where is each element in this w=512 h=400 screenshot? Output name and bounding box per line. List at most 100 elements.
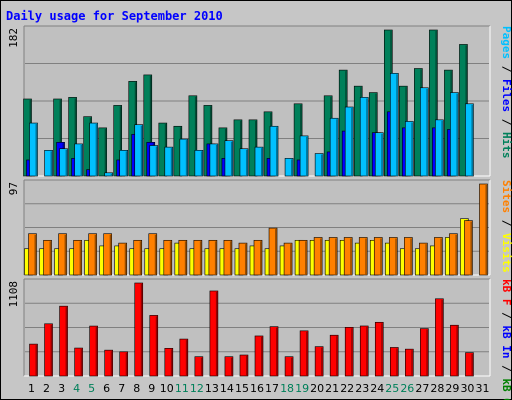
sites-bar bbox=[103, 233, 112, 276]
sites-bar-shade bbox=[275, 229, 277, 275]
legend-entry: Sites bbox=[500, 180, 512, 213]
pages-bar bbox=[179, 138, 189, 177]
kb-f-bar-body bbox=[149, 315, 159, 377]
kb-f-bar-body bbox=[329, 334, 339, 377]
pages-bar-shade bbox=[321, 154, 323, 176]
sites-bar bbox=[373, 237, 383, 276]
kb-f-bar-body bbox=[164, 348, 174, 377]
kb-f-bar bbox=[164, 348, 174, 377]
pages-bar-body bbox=[164, 146, 174, 177]
kb-f-bar-shade bbox=[381, 323, 383, 376]
sites-bar-body bbox=[358, 237, 368, 276]
pages-bar bbox=[59, 148, 68, 177]
x-tick-label: 25 bbox=[385, 382, 399, 395]
sites-bar-body bbox=[373, 237, 383, 276]
kb-f-bar-shade bbox=[321, 347, 323, 376]
kb-f-bar bbox=[314, 346, 324, 377]
kb-f-bar bbox=[465, 352, 474, 377]
pages-bar bbox=[435, 119, 444, 177]
x-tick-label: 13 bbox=[205, 382, 219, 395]
pages-bar-shade bbox=[35, 124, 38, 176]
pages-bar-shade bbox=[230, 141, 233, 176]
x-tick-label: 6 bbox=[103, 382, 110, 395]
pages-bar-body bbox=[119, 150, 129, 177]
kb-f-bar-shade bbox=[366, 326, 368, 376]
kb-f-bar-shade bbox=[155, 316, 158, 376]
pages-bar bbox=[149, 145, 159, 177]
pages-bar-shade bbox=[291, 159, 293, 176]
hits-bar-body bbox=[233, 119, 243, 177]
pages-bar-shade bbox=[95, 124, 98, 176]
sites-bar-body bbox=[178, 239, 188, 276]
legend-entry: Files bbox=[500, 79, 512, 112]
sites-bar-body bbox=[253, 239, 263, 276]
kb-f-bar-body bbox=[374, 321, 384, 377]
pages-bar bbox=[314, 153, 324, 177]
pages-bar bbox=[450, 92, 459, 177]
pages-bar-body bbox=[405, 121, 414, 177]
kb-f-bar bbox=[299, 330, 309, 377]
axis-max-label: 97 bbox=[7, 182, 20, 195]
x-tick-label: 26 bbox=[400, 382, 414, 395]
pages-bar-shade bbox=[110, 173, 113, 176]
x-tick-label: 8 bbox=[133, 382, 140, 395]
kb-f-bar bbox=[89, 325, 98, 377]
pages-bar bbox=[405, 121, 414, 177]
kb-f-bar-shade bbox=[230, 357, 233, 376]
pages-bar bbox=[29, 122, 38, 177]
sites-bar-body bbox=[328, 237, 338, 276]
kb-f-bar bbox=[254, 335, 264, 377]
sites-bar-body bbox=[419, 242, 428, 276]
kb-f-bar-shade bbox=[276, 327, 278, 376]
sites-bar-shade bbox=[244, 244, 247, 275]
x-tick-label: 31 bbox=[475, 382, 489, 395]
x-tick-label: 11 bbox=[175, 382, 189, 395]
kb-f-bar bbox=[59, 305, 68, 377]
kb-f-bar-body bbox=[224, 356, 234, 377]
sites-bar bbox=[449, 233, 458, 276]
kb-f-bar-shade bbox=[456, 326, 458, 376]
sites-bar-shade bbox=[34, 234, 37, 275]
sites-bar-shade bbox=[260, 241, 262, 275]
sites-bar bbox=[43, 239, 52, 276]
panel-legend: Sites / Visits bbox=[500, 180, 512, 273]
x-tick-label: 2 bbox=[43, 382, 50, 395]
kb-f-bar-body bbox=[359, 325, 369, 377]
pages-bar bbox=[269, 125, 279, 177]
sites-bar-body bbox=[388, 237, 398, 276]
pages-bar bbox=[194, 150, 204, 177]
kb-f-bar-shade bbox=[351, 328, 353, 376]
pages-bar-shade bbox=[65, 149, 68, 176]
kb-f-bar bbox=[359, 325, 369, 377]
kb-f-bar-shade bbox=[291, 357, 293, 376]
pages-bar-shade bbox=[366, 98, 368, 176]
x-tick-label: 1 bbox=[28, 382, 35, 395]
pages-bar-body bbox=[224, 140, 234, 177]
pages-bar bbox=[89, 122, 98, 177]
x-tick-label: 22 bbox=[340, 382, 354, 395]
x-tick-label: 28 bbox=[430, 382, 444, 395]
hits-bar-shade bbox=[59, 99, 62, 176]
pages-bar bbox=[299, 135, 309, 177]
sites-bar-body bbox=[223, 239, 233, 276]
pages-bar-shade bbox=[456, 93, 458, 176]
sites-bar-body bbox=[118, 242, 128, 276]
sites-bar bbox=[328, 237, 338, 276]
kb-f-bar-body bbox=[74, 347, 83, 377]
pages-bar-shade bbox=[155, 146, 158, 176]
kb-f-bar-shade bbox=[140, 284, 143, 376]
kb-f-bar-body bbox=[344, 327, 354, 377]
pages-bar-body bbox=[284, 158, 294, 177]
kb-f-bar-body bbox=[29, 343, 38, 377]
hits-bar-shade bbox=[239, 120, 242, 176]
kb-f-bar-shade bbox=[35, 345, 38, 376]
kb-f-bar-body bbox=[314, 346, 324, 377]
pages-bar-shade bbox=[261, 148, 263, 176]
kb-f-bar bbox=[344, 327, 354, 377]
x-tick-label: 12 bbox=[190, 382, 204, 395]
kb-f-bar bbox=[269, 326, 279, 377]
sites-bar bbox=[163, 239, 173, 276]
pages-bar-body bbox=[450, 92, 459, 177]
sites-bar-shade bbox=[184, 241, 187, 275]
